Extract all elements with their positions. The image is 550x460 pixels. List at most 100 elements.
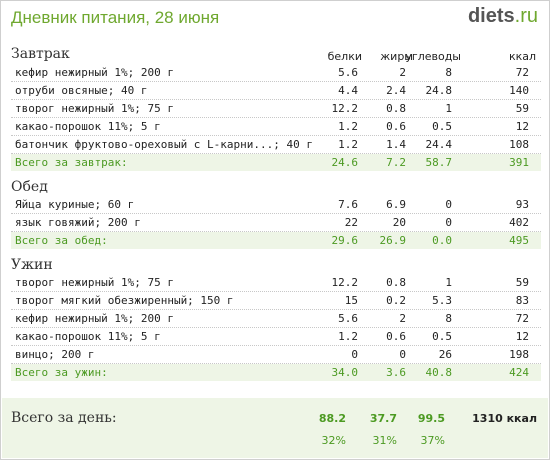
food-name: отруби овсяные; 40 г	[15, 84, 148, 97]
kcal-value: 198	[509, 348, 529, 361]
kcal-value: 72	[515, 312, 529, 325]
logo-tld: .ru	[514, 5, 538, 27]
fat-value: 0.6	[386, 120, 406, 133]
protein-value: 5.6	[338, 312, 358, 325]
fat-value: 2	[399, 312, 406, 325]
day-fat-total: 37.7	[369, 412, 397, 425]
kcal-value: 108	[509, 138, 529, 151]
kcal-value: 93	[515, 198, 529, 211]
section-title-dinner: Ужин	[11, 257, 53, 273]
header-kcal: ккал	[508, 50, 536, 63]
carbs-value: 0.5	[432, 120, 452, 133]
food-name: творог мягкий обезжиренный; 150 г	[15, 294, 234, 307]
carbs-total: 0.0	[432, 234, 452, 247]
carbs-total: 40.8	[425, 366, 453, 379]
food-name: винцо; 200 г	[15, 348, 95, 361]
fat-total: 26.9	[379, 234, 407, 247]
carbs-value: 5.3	[432, 294, 452, 307]
food-name: какао-порошок 11%; 5 г	[15, 330, 161, 343]
table-row: язык говяжий; 200 г 22 20 0 402	[11, 214, 541, 232]
protein-value: 7.6	[338, 198, 358, 211]
table-row: творог мягкий обезжиренный; 150 г 15 0.2…	[11, 292, 541, 310]
table-row: кефир нежирный 1%; 200 г 5.6 2 8 72	[11, 64, 541, 82]
fat-value: 2	[399, 66, 406, 79]
day-carbs-total: 99.5	[417, 412, 445, 425]
table-row: отруби овсяные; 40 г 4.4 2.4 24.8 140	[11, 82, 541, 100]
kcal-value: 72	[515, 66, 529, 79]
day-fat-percent: 31%	[372, 434, 397, 447]
fat-value: 0.2	[386, 294, 406, 307]
kcal-value: 402	[509, 216, 529, 229]
food-name: кефир нежирный 1%; 200 г	[15, 312, 174, 325]
table-row: батончик фруктово-ореховый с L-карни...;…	[11, 136, 541, 154]
protein-total: 34.0	[331, 366, 359, 379]
kcal-total: 495	[509, 234, 529, 247]
carbs-value: 0	[445, 198, 452, 211]
protein-value: 1.2	[338, 138, 358, 151]
kcal-total: 391	[509, 156, 529, 169]
fat-total: 3.6	[386, 366, 406, 379]
protein-value: 4.4	[338, 84, 358, 97]
dinner-total-row: Всего за ужин: 34.0 3.6 40.8 424	[11, 364, 541, 381]
day-total-label: Всего за день:	[11, 410, 117, 426]
food-name: кефир нежирный 1%; 200 г	[15, 66, 174, 79]
carbs-total: 58.7	[425, 156, 453, 169]
food-name: творог нежирный 1%; 75 г	[15, 276, 174, 289]
fat-value: 0.8	[386, 102, 406, 115]
kcal-value: 59	[515, 276, 529, 289]
fat-value: 0	[399, 348, 406, 361]
page-title: Дневник питания, 28 июня	[11, 8, 220, 27]
protein-value: 5.6	[338, 66, 358, 79]
header-carbs: углеводы	[405, 50, 461, 63]
carbs-value: 0	[445, 216, 452, 229]
fat-value: 20	[392, 216, 406, 229]
lunch-total-row: Всего за обед: 29.6 26.9 0.0 495	[11, 232, 541, 249]
total-label: Всего за завтрак:	[15, 156, 128, 169]
carbs-value: 8	[445, 66, 452, 79]
kcal-total: 424	[509, 366, 529, 379]
carbs-value: 24.4	[425, 138, 453, 151]
table-row: какао-порошок 11%; 5 г 1.2 0.6 0.5 12	[11, 328, 541, 346]
total-label: Всего за обед:	[15, 234, 108, 247]
fat-value: 1.4	[386, 138, 406, 151]
carbs-value: 1	[445, 102, 452, 115]
kcal-value: 59	[515, 102, 529, 115]
food-name: Яйца куриные; 60 г	[15, 198, 135, 211]
total-label: Всего за ужин:	[15, 366, 108, 379]
day-protein-total: 88.2	[318, 412, 346, 425]
fat-total: 7.2	[386, 156, 406, 169]
table-row: Яйца куриные; 60 г 7.6 6.9 0 93	[11, 196, 541, 214]
protein-total: 24.6	[331, 156, 359, 169]
carbs-value: 24.8	[425, 84, 453, 97]
table-row: какао-порошок 11%; 5 г 1.2 0.6 0.5 12	[11, 118, 541, 136]
table-row: кефир нежирный 1%; 200 г 5.6 2 8 72	[11, 310, 541, 328]
fat-value: 0.8	[386, 276, 406, 289]
carbs-value: 1	[445, 276, 452, 289]
food-name: какао-порошок 11%; 5 г	[15, 120, 161, 133]
carbs-value: 0.5	[432, 330, 452, 343]
logo-main: diets	[467, 5, 515, 27]
food-name: батончик фруктово-ореховый с L-карни...;…	[15, 138, 314, 151]
section-title-breakfast: Завтрак	[11, 46, 70, 62]
fat-value: 6.9	[386, 198, 406, 211]
day-carbs-percent: 37%	[420, 434, 445, 447]
protein-value: 12.2	[331, 276, 359, 289]
protein-value: 1.2	[338, 120, 358, 133]
day-total-panel: Всего за день: 88.2 37.7 99.5 1310 ккал …	[2, 398, 548, 458]
carbs-value: 26	[438, 348, 452, 361]
fat-value: 0.6	[386, 330, 406, 343]
fat-value: 2.4	[386, 84, 406, 97]
day-kcal-total: 1310 ккал	[472, 412, 537, 425]
kcal-value: 140	[509, 84, 529, 97]
kcal-value: 12	[515, 120, 529, 133]
protein-value: 22	[344, 216, 358, 229]
day-protein-percent: 32%	[321, 434, 346, 447]
table-row: творог нежирный 1%; 75 г 12.2 0.8 1 59	[11, 274, 541, 292]
site-logo[interactable]: diets.ru	[468, 5, 538, 28]
food-name: творог нежирный 1%; 75 г	[15, 102, 174, 115]
protein-value: 12.2	[331, 102, 359, 115]
table-row: винцо; 200 г 0 0 26 198	[11, 346, 541, 364]
carbs-value: 8	[445, 312, 452, 325]
header-protein: белки	[327, 50, 362, 63]
header-fat: жиры	[380, 50, 413, 63]
